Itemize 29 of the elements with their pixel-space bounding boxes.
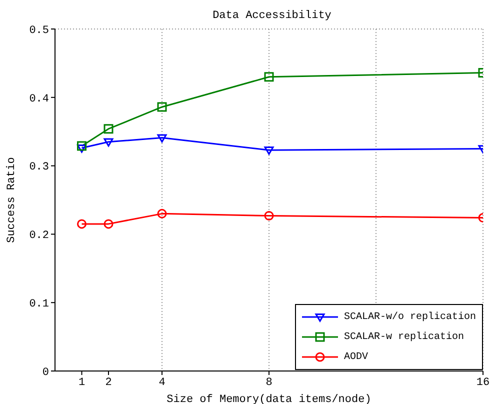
y-tick-label: 0.5 [29, 24, 49, 37]
x-tick-label: 1 [78, 376, 86, 389]
y-tick-label: 0.4 [29, 93, 50, 106]
point [104, 219, 114, 229]
legend-label: SCALAR-w replication [344, 332, 464, 342]
y-axis-title: Success Ratio [6, 157, 18, 243]
x-tick-label: 8 [266, 376, 272, 389]
y-tick-label: 0.3 [29, 162, 49, 174]
point [104, 138, 114, 147]
point [157, 102, 167, 112]
point [104, 124, 114, 134]
legend-label: SCALAR-w/o replication [344, 312, 476, 322]
point [77, 141, 86, 151]
y-tick-label: 0 [42, 366, 49, 379]
x-tick-label: 2 [105, 376, 112, 389]
chart-title: Data Accessibility [212, 10, 332, 22]
point [77, 219, 86, 229]
x-axis-title: Size of Memory(data items/node) [166, 394, 372, 404]
x-tick-label: 4 [158, 376, 166, 389]
point [77, 144, 86, 153]
point [157, 134, 167, 143]
y-tick-label: 0.1 [29, 298, 50, 311]
point [264, 146, 274, 155]
x-tick-label: 16 [476, 376, 490, 389]
point [264, 72, 274, 82]
legend-label: AODV [344, 352, 368, 362]
y-tick-label: 0.2 [29, 230, 49, 242]
point [157, 208, 167, 218]
point [264, 210, 274, 220]
